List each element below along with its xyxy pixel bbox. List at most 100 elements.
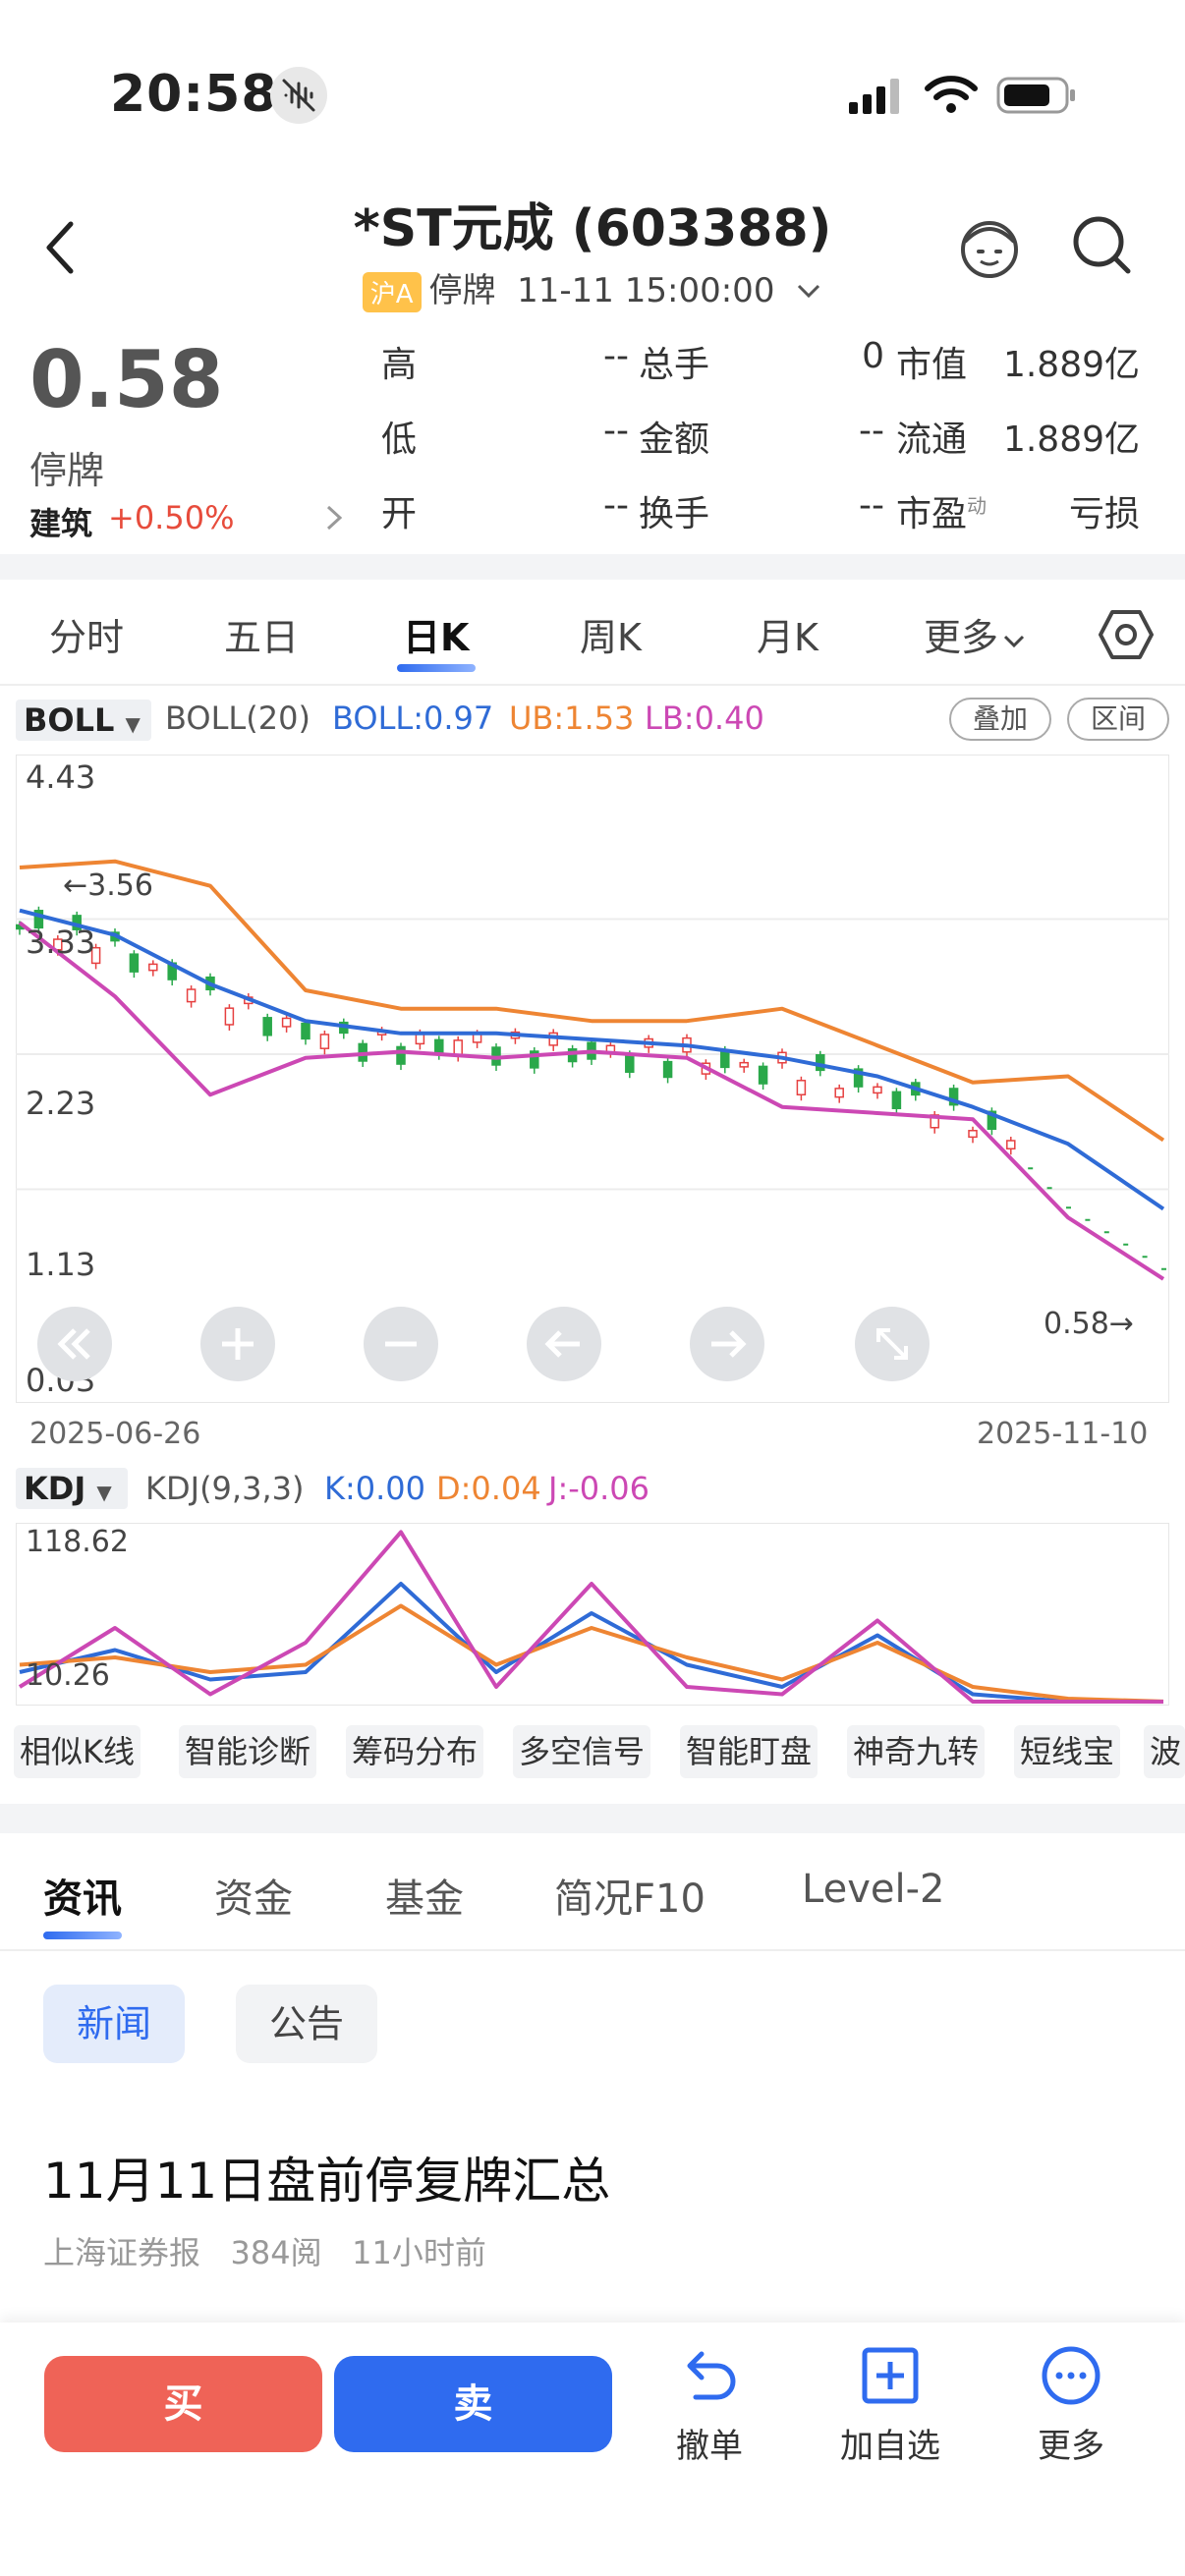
search-icon[interactable] <box>1071 214 1134 283</box>
turnover-value: -- <box>859 485 884 526</box>
candle <box>1066 1206 1071 1209</box>
boll-param: BOLL(20) <box>165 700 310 737</box>
pe-label: 市盈动 <box>896 494 988 534</box>
candle <box>625 1053 635 1073</box>
pan-left-icon[interactable] <box>527 1307 601 1381</box>
zoom-in-icon[interactable] <box>200 1307 275 1381</box>
boll-indicator-selector[interactable]: BOLL ▼ <box>16 700 151 741</box>
candle <box>1161 1267 1166 1270</box>
chart-frame <box>16 755 1169 1403</box>
chevron-right-icon[interactable] <box>324 503 344 536</box>
tab-monthly-k[interactable]: 月K <box>757 616 818 659</box>
high-label: 高 <box>381 345 418 385</box>
candle <box>33 910 44 929</box>
feature-similar-k[interactable]: 相似K线 <box>14 1725 141 1778</box>
series-line-boll <box>19 908 1165 1211</box>
kdj-indicator-selector[interactable]: KDJ ▼ <box>16 1468 128 1509</box>
feature-short-term[interactable]: 短线宝 <box>1014 1725 1121 1778</box>
amount-label: 金额 <box>639 420 710 460</box>
sector-name[interactable]: 建筑 <box>29 505 93 542</box>
turnover-label: 换手 <box>639 494 710 534</box>
jump-start-icon[interactable] <box>37 1307 112 1381</box>
settings-hex-icon[interactable] <box>1099 607 1154 666</box>
feature-long-short[interactable]: 多空信号 <box>513 1725 651 1778</box>
cancel-order-label[interactable]: 撤单 <box>676 2427 743 2466</box>
candle <box>816 1054 825 1072</box>
feature-diagnosis[interactable]: 智能诊断 <box>179 1725 317 1778</box>
avatar-assistant-icon[interactable] <box>955 212 1024 285</box>
x-start-date: 2025-06-26 <box>29 1417 201 1451</box>
tab-daily-k[interactable]: 日K <box>403 616 470 659</box>
tab-more[interactable]: 更多 <box>924 607 1026 661</box>
sector-change[interactable]: +0.50% <box>108 499 235 536</box>
candle <box>301 1022 310 1040</box>
feature-smart-watch[interactable]: 智能盯盘 <box>680 1725 818 1778</box>
more-label[interactable]: 更多 <box>1038 2427 1104 2466</box>
tab-news[interactable]: 资讯 <box>43 1876 122 1922</box>
tab-five-day[interactable]: 五日 <box>224 616 300 659</box>
max-price-marker: ←3.56 <box>63 868 153 903</box>
candle <box>987 1110 997 1131</box>
tab-funds[interactable]: 资金 <box>214 1876 293 1922</box>
feature-wave[interactable]: 波 <box>1144 1725 1185 1778</box>
pan-right-icon[interactable] <box>690 1307 764 1381</box>
kdj-y-tick: 118.62 <box>26 1525 129 1559</box>
add-watchlist-icon[interactable] <box>859 2344 922 2411</box>
article-title[interactable]: 11月11日盘前停复牌汇总 <box>43 2153 611 2210</box>
battery-icon <box>996 75 1079 120</box>
more-icon[interactable] <box>1040 2344 1102 2411</box>
range-button[interactable]: 区间 <box>1067 698 1169 741</box>
kdj-j-value: J:-0.06 <box>548 1470 650 1507</box>
feature-chip-dist[interactable]: 筹码分布 <box>346 1725 484 1778</box>
chip-announcement[interactable]: 公告 <box>236 1985 377 2063</box>
candle <box>1006 1140 1016 1150</box>
market-tag: 沪A <box>362 272 422 312</box>
y-tick-label: 3.33 <box>26 924 96 961</box>
volume-value: 0 <box>862 336 884 376</box>
feature-nine-turn[interactable]: 神奇九转 <box>847 1725 986 1778</box>
amount-value: -- <box>859 411 884 451</box>
boll-chart[interactable] <box>16 755 1169 1403</box>
status-time: 20:58 <box>110 65 278 124</box>
signal-icon <box>849 77 904 120</box>
lb-value: LB:0.40 <box>645 700 764 737</box>
last-price-marker: 0.58→ <box>1044 1307 1134 1341</box>
add-watchlist-label[interactable]: 加自选 <box>840 2427 940 2466</box>
zoom-out-icon[interactable] <box>364 1307 438 1381</box>
overlay-button[interactable]: 叠加 <box>949 698 1051 741</box>
wifi-icon <box>924 73 979 120</box>
tab-intraday[interactable]: 分时 <box>49 616 125 659</box>
kdj-chart[interactable] <box>16 1523 1169 1706</box>
y-tick-label: 4.43 <box>26 758 96 796</box>
chevron-down-icon <box>798 284 820 299</box>
tab-level2[interactable]: Level-2 <box>802 1867 945 1912</box>
chevron-down-icon <box>1003 635 1025 648</box>
tab-weekly-k[interactable]: 周K <box>580 616 642 659</box>
volume-label: 总手 <box>639 345 710 385</box>
chip-news[interactable]: 新闻 <box>43 1985 185 2063</box>
tab-f10[interactable]: 简况F10 <box>554 1876 705 1922</box>
candle <box>262 1017 272 1036</box>
candle <box>758 1065 768 1085</box>
trade-status: 停牌 <box>428 271 496 310</box>
stock-subtitle[interactable]: 沪A 停牌 11-11 15:00:00 <box>0 263 1185 312</box>
ub-value: UB:1.53 <box>509 700 635 737</box>
boll-value: BOLL:0.97 <box>332 700 494 737</box>
open-label: 开 <box>381 494 418 534</box>
fullscreen-icon[interactable] <box>855 1307 930 1381</box>
undo-icon[interactable] <box>678 2344 741 2411</box>
candle <box>186 988 197 1003</box>
candle <box>1085 1218 1091 1221</box>
series-line-lb <box>18 921 1165 1281</box>
series-line-k <box>19 1582 1163 1704</box>
candle <box>968 1130 978 1139</box>
tab-divider <box>0 1949 1185 1951</box>
candle <box>148 963 158 972</box>
tab-fund[interactable]: 基金 <box>385 1876 464 1922</box>
buy-button[interactable]: 买 <box>44 2356 322 2452</box>
article-reads: 384阅 <box>230 2234 322 2271</box>
float-value: 1.889亿 <box>1002 420 1140 460</box>
back-icon[interactable] <box>39 218 79 281</box>
sell-button[interactable]: 卖 <box>334 2356 612 2452</box>
candle <box>1142 1256 1148 1259</box>
